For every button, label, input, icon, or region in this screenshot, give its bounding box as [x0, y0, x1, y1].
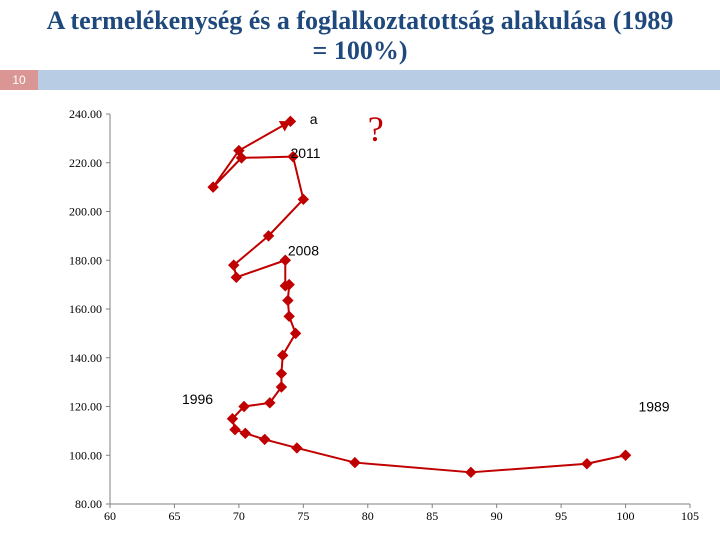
x-tick-label: 85 [426, 509, 438, 523]
data-point [283, 295, 293, 305]
chart-svg: 80.00 100.00 120.00 140.00 160.00 180.00 200.0… [60, 108, 700, 528]
y-tick-label: 140.00 [69, 351, 102, 365]
y-tick-label: 240.00 [69, 108, 102, 121]
productivity-employment-chart: 80.00 100.00 120.00 140.00 160.00 180.00 200.0… [60, 108, 700, 528]
data-point [284, 311, 294, 321]
data-point [350, 458, 360, 468]
data-point [260, 434, 270, 444]
y-tick-label: 180.00 [69, 253, 102, 267]
x-tick-label: 75 [297, 509, 309, 523]
data-point [292, 443, 302, 453]
y-tick-label: 220.00 [69, 156, 102, 170]
y-tick-label: 160.00 [69, 302, 102, 316]
x-tick-label: 65 [168, 509, 180, 523]
question-mark: ? [368, 109, 384, 149]
data-point [240, 428, 250, 438]
x-tick-label: 80 [362, 509, 374, 523]
x-tick-label: 95 [555, 509, 567, 523]
accent-bar-row: 10 [0, 70, 720, 90]
chart-annotation: 1996 [182, 391, 213, 407]
data-point [231, 272, 241, 282]
chart-annotation: 2008 [288, 242, 319, 258]
chart-annotation: a [310, 111, 318, 127]
y-tick-label: 200.00 [69, 205, 102, 219]
x-tick-label: 70 [233, 509, 245, 523]
slide-number: 10 [0, 70, 38, 90]
y-tick-label: 120.00 [69, 400, 102, 414]
x-tick-label: 90 [491, 509, 503, 523]
chart-annotation: 2011 [290, 145, 320, 161]
series-line [213, 121, 625, 472]
chart-annotation: 1989 [638, 398, 669, 414]
data-point [621, 450, 631, 460]
data-point [582, 459, 592, 469]
y-tick-label: 80.00 [75, 497, 102, 511]
data-point [291, 328, 301, 338]
page-title: A termelékenység és a foglalkoztatottság… [40, 6, 680, 66]
x-tick-label: 105 [681, 509, 699, 523]
data-point [230, 425, 240, 435]
x-tick-label: 100 [617, 509, 635, 523]
y-tick-label: 100.00 [69, 448, 102, 462]
data-point [466, 467, 476, 477]
data-point [276, 369, 286, 379]
x-tick-label: 60 [104, 509, 116, 523]
accent-bar [38, 70, 720, 90]
data-point [278, 350, 288, 360]
